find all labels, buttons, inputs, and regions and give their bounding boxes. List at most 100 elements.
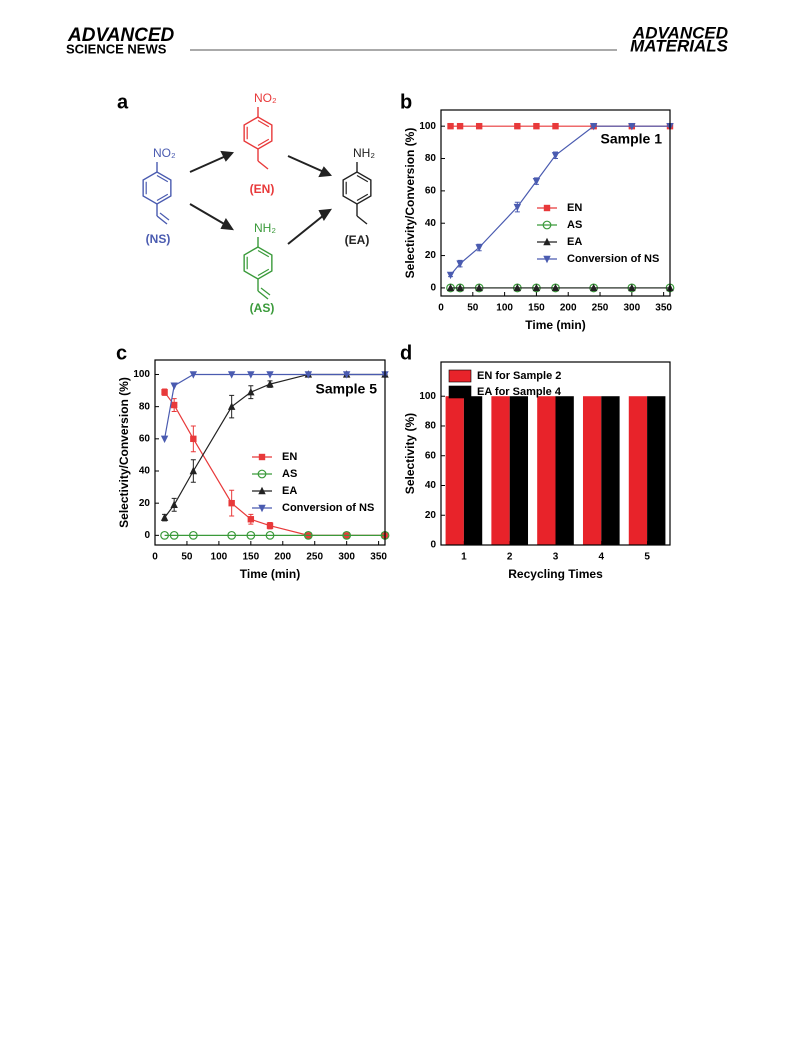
x-tick-label: 50 (181, 552, 193, 563)
x-tick-label: 250 (592, 303, 609, 314)
substituent: NH₂ (254, 221, 276, 235)
y-tick-label: 40 (139, 466, 151, 477)
marker (266, 371, 274, 379)
legend-label: AS (567, 219, 582, 231)
bond (156, 175, 169, 183)
marker (342, 371, 351, 379)
legend-label: Conversion of NS (282, 502, 374, 514)
panel-label: c (116, 342, 127, 364)
marker (456, 122, 464, 130)
marker (551, 283, 560, 292)
x-tick-label: 5 (644, 552, 650, 563)
marker (228, 499, 235, 507)
x-tick-label: 1 (461, 552, 467, 563)
arrows (189, 150, 333, 245)
marker (456, 283, 464, 292)
marker (589, 122, 598, 131)
x-tick-label: 350 (370, 552, 387, 563)
bond (257, 290, 269, 300)
ring (342, 171, 372, 205)
marker (160, 435, 169, 444)
marker (169, 530, 179, 540)
marker (170, 382, 178, 390)
x-tick-label: 0 (152, 552, 158, 563)
legend-label: EA for Sample 4 (477, 386, 562, 398)
legend-label: Conversion of NS (567, 253, 659, 265)
x-tick-label: 250 (306, 552, 323, 563)
marker (447, 122, 454, 130)
marker (628, 122, 636, 131)
marker (589, 283, 598, 292)
marker (258, 504, 266, 513)
marker (258, 453, 266, 461)
substituent: NO₂ (153, 146, 176, 160)
y-tick-label: 0 (144, 530, 150, 541)
y-tick-label: 60 (139, 433, 151, 444)
marker (533, 122, 540, 130)
compound-label: (AS) (250, 301, 275, 315)
x-tick-label: 300 (623, 303, 640, 314)
panel-label: d (400, 342, 412, 364)
bond (257, 138, 270, 146)
marker (514, 122, 521, 130)
marker (532, 283, 541, 292)
y-tick-label: 0 (430, 540, 436, 551)
compound-label: (EN) (250, 182, 275, 196)
marker (257, 469, 267, 479)
y-tick-label: 20 (425, 510, 437, 521)
plot-frame (440, 109, 671, 297)
x-tick-label: 300 (338, 552, 355, 563)
marker (446, 283, 455, 292)
substituent: NH₂ (353, 146, 375, 160)
marker (304, 371, 313, 379)
x-tick-label: 200 (560, 303, 577, 314)
compound-label: (NS) (146, 232, 171, 246)
marker (552, 122, 559, 130)
bar (647, 396, 666, 545)
y-tick-label: 80 (139, 401, 151, 412)
legend-swatch (448, 385, 472, 399)
marker (475, 283, 483, 292)
marker (161, 388, 168, 396)
marker (543, 255, 551, 264)
marker (551, 152, 560, 160)
marker (513, 203, 522, 212)
x-tick-label: 100 (211, 552, 228, 563)
bar (537, 396, 556, 545)
bond (257, 268, 270, 276)
marker (265, 530, 275, 540)
y-axis-label: Selectivity/Conversion (%) (403, 128, 417, 279)
marker (247, 387, 255, 396)
plot-frame (440, 361, 671, 546)
compound-label: (EA) (345, 233, 370, 247)
y-tick-label: 100 (133, 369, 150, 380)
panel-label: b (400, 91, 412, 113)
y-tick-label: 20 (139, 498, 151, 509)
panel-label: a (117, 91, 129, 113)
bar (445, 396, 464, 545)
brand-top-left: ADVANCED (67, 25, 175, 46)
ring (243, 116, 273, 150)
bar (582, 396, 602, 545)
bar (509, 396, 529, 545)
bar (628, 396, 648, 545)
y-tick-label: 20 (425, 250, 437, 261)
marker (342, 530, 352, 540)
brand-bottom-left: SCIENCE NEWS (66, 41, 167, 56)
x-tick-label: 2 (507, 552, 513, 563)
x-axis-label: Recycling Times (508, 567, 603, 581)
marker (160, 513, 169, 521)
ring (243, 246, 273, 280)
x-axis-label: Time (min) (240, 567, 300, 581)
brand-top-right: ADVANCED (632, 23, 728, 42)
annotation: Sample 1 (601, 131, 663, 147)
x-tick-label: 4 (599, 552, 605, 563)
marker (532, 177, 541, 186)
marker (475, 122, 483, 130)
legend-label: EA (282, 485, 297, 497)
marker (189, 466, 198, 475)
bond (260, 287, 271, 296)
